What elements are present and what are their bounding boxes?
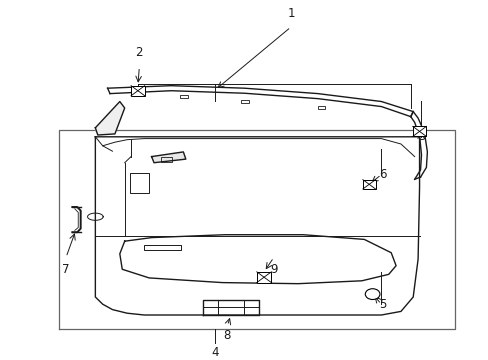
Bar — [144, 245, 181, 250]
Bar — [161, 157, 172, 162]
Text: 4: 4 — [211, 346, 219, 359]
Text: 1: 1 — [286, 7, 294, 20]
Text: 8: 8 — [223, 329, 231, 342]
Bar — [180, 95, 187, 98]
Text: 5: 5 — [378, 298, 386, 311]
Text: 9: 9 — [269, 263, 277, 276]
Polygon shape — [362, 180, 375, 189]
Text: 2: 2 — [135, 46, 143, 59]
Polygon shape — [412, 126, 426, 136]
Bar — [317, 106, 325, 109]
Polygon shape — [95, 102, 124, 135]
Text: 3: 3 — [417, 130, 425, 143]
Polygon shape — [256, 272, 271, 283]
Polygon shape — [131, 86, 144, 96]
Text: 7: 7 — [62, 263, 70, 276]
Text: 6: 6 — [378, 168, 386, 181]
Polygon shape — [151, 152, 185, 163]
Bar — [129, 173, 149, 193]
Bar — [241, 100, 248, 103]
Circle shape — [365, 289, 379, 300]
